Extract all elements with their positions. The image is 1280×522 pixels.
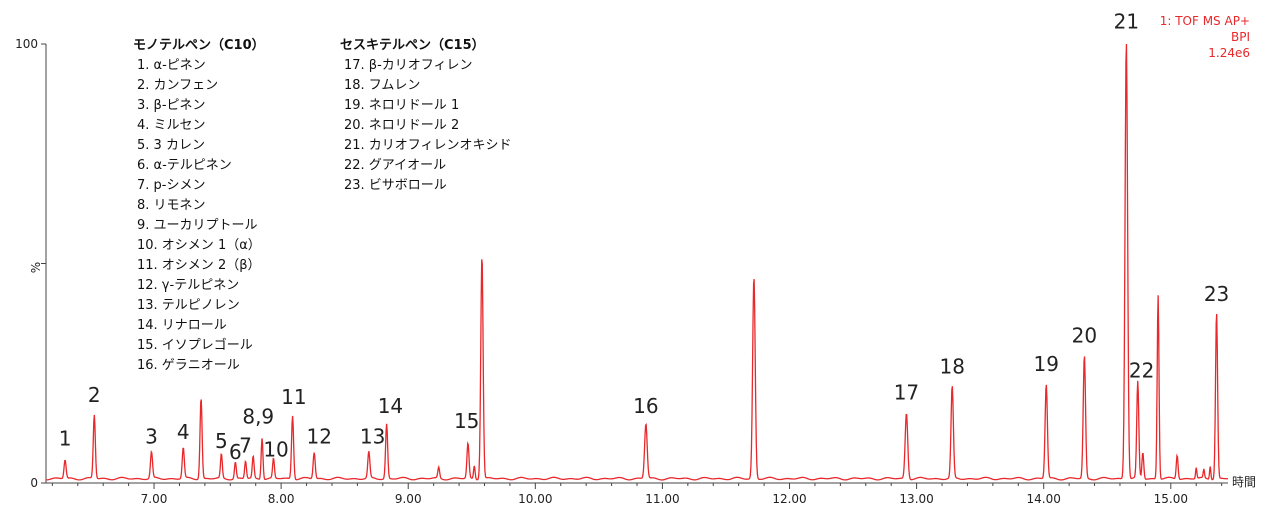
legend-item: 15. イソプレゴール: [137, 337, 253, 353]
x-tick-label: 13.00: [899, 492, 933, 506]
legend-item: 5. 3 カレン: [137, 138, 205, 153]
peak-label: 8,9: [242, 405, 274, 429]
x-ticks: 7.00 8.00 9.00 10.00 11.00 12.00 13.00 14.00 15.…: [51, 483, 1223, 506]
x-tick-label: 15.00: [1154, 492, 1188, 506]
x-tick-label: 14.00: [1027, 492, 1061, 506]
peak-label: 11: [281, 385, 306, 409]
peak-label: 22: [1129, 359, 1154, 383]
x-tick-label: 8.00: [268, 492, 295, 506]
x-tick-label: 12.00: [772, 492, 806, 506]
peak-label: 5: [215, 429, 228, 453]
peak-label: 19: [1034, 352, 1059, 376]
legend-item: 13. テルピノレン: [137, 298, 240, 313]
legend-item: 20. ネロリドール 2: [344, 118, 459, 133]
info-line-bpi: BPI: [1231, 30, 1250, 44]
legend-item: 21. カリオフィレンオキシド: [344, 138, 512, 153]
x-tick-label: 7.00: [141, 492, 168, 506]
peak-label: 21: [1114, 10, 1139, 34]
peak-label: 15: [454, 409, 479, 433]
legend-item: 6. α-テルピネン: [137, 158, 232, 173]
x-tick-label: 9.00: [395, 492, 422, 506]
info-line-intensity: 1.24e6: [1208, 46, 1250, 60]
legend-heading: セスキテルペン（C15）: [340, 37, 485, 53]
legend-item: 1. α-ピネン: [137, 58, 206, 73]
peak-label: 16: [633, 394, 658, 418]
peak-label: 23: [1204, 282, 1229, 306]
peak-label: 2: [88, 383, 101, 407]
peak-label: 4: [177, 420, 190, 444]
x-tick-label: 11.00: [645, 492, 679, 506]
y-axis-label: %: [29, 262, 43, 273]
x-axis-label: 時間: [1232, 475, 1256, 489]
peak-label: 3: [145, 424, 158, 448]
y-ticks: 0 100: [15, 37, 46, 490]
peak-label: 10: [263, 438, 288, 462]
legend-item: 8. リモネン: [137, 198, 206, 213]
detector-info: 1: TOF MS AP+ BPI 1.24e6: [1160, 14, 1250, 60]
legend-item: 12. γ-テルピネン: [137, 278, 239, 293]
peak-label: 20: [1072, 324, 1097, 348]
peak-label: 6: [229, 440, 242, 464]
legend-item: 7. p-シメン: [137, 178, 205, 193]
legend-item: 22. グアイオール: [344, 158, 446, 173]
legend-item: 10. オシメン 1（α）: [137, 238, 261, 253]
peak-label: 7: [239, 433, 252, 457]
x-tick-label: 10.00: [518, 492, 552, 506]
info-line-mode: 1: TOF MS AP+: [1160, 14, 1250, 28]
legend-item: 4. ミルセン: [137, 118, 206, 133]
peak-label: 18: [939, 354, 964, 378]
peak-label: 12: [307, 424, 332, 448]
y-tick-label: 0: [30, 476, 38, 490]
legend-item: 18. フムレン: [344, 78, 420, 93]
legend-item: 9. ユーカリプトール: [137, 218, 258, 233]
legend-item: 3. β-ピネン: [137, 98, 206, 113]
peak-label: 17: [894, 381, 919, 405]
peak-label: 1: [59, 427, 72, 451]
chromatogram-trace: [45, 43, 1229, 481]
legend-item: 2. カンフェン: [137, 78, 218, 93]
legend-item: 19. ネロリドール 1: [344, 98, 459, 113]
peak-label: 13: [360, 424, 385, 448]
peak-label: 14: [378, 394, 403, 418]
legend-item: 11. オシメン 2（β）: [137, 258, 261, 273]
legend-item: 23. ビサボロール: [344, 178, 447, 193]
legend-item: 16. ゲラニオール: [137, 358, 240, 373]
legend-heading: モノテルペン（C10）: [133, 37, 265, 53]
legend-item: 17. β-カリオフィレン: [344, 58, 473, 73]
legend-item: 14. リナロール: [137, 318, 227, 333]
compound-legend: モノテルペン（C10） 1. α-ピネン 2. カンフェン 3. β-ピネン 4. ミル…: [133, 37, 512, 373]
y-tick-label: 100: [15, 37, 38, 51]
